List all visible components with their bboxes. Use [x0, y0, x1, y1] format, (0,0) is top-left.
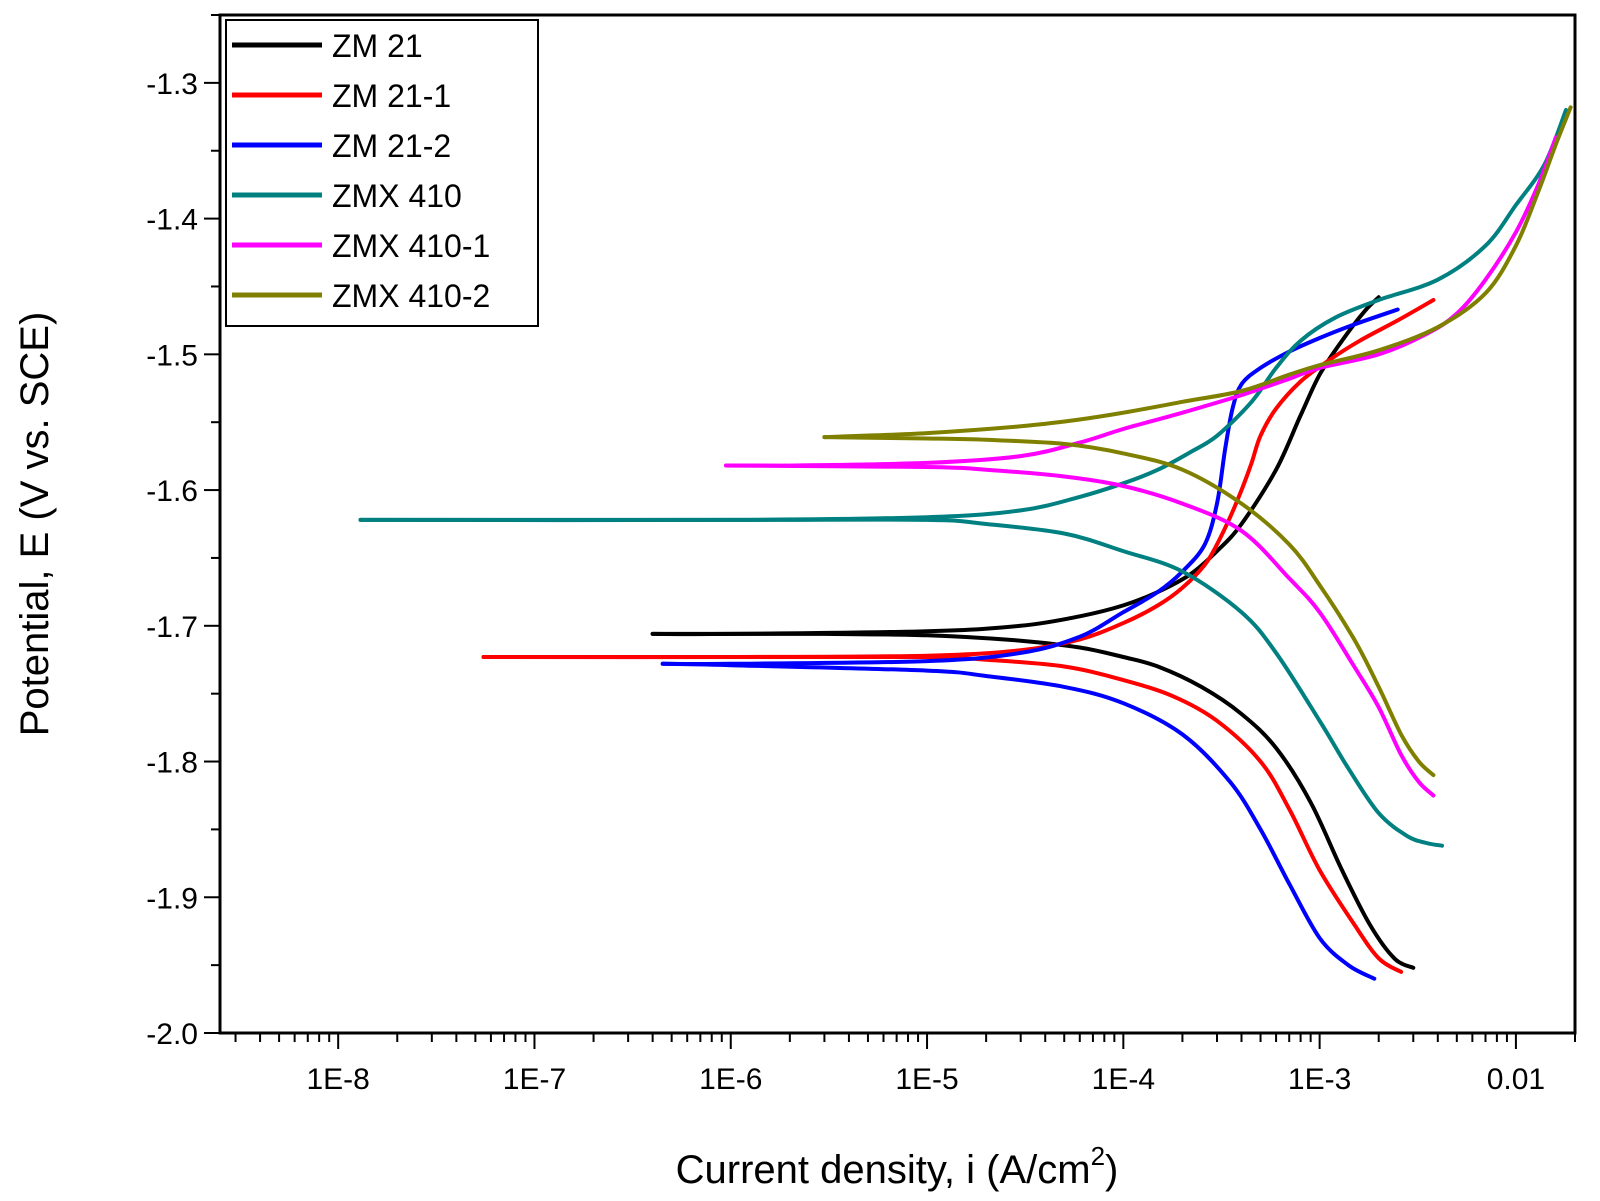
- y-tick-label: -1.4: [146, 204, 198, 237]
- legend-label: ZMX 410-1: [332, 228, 490, 264]
- series-zm-21-2-cathodic: [660, 661, 1377, 981]
- x-axis-title-end: ): [1105, 1148, 1118, 1192]
- series-zm-21-1-anodic: [481, 298, 1436, 660]
- x-axis-title: Current density, i (A/cm2): [676, 1141, 1119, 1192]
- x-tick-label: 1E-3: [1288, 1063, 1351, 1096]
- series-zm-21-2-anodic: [660, 307, 1400, 667]
- series-zmx-410-2-anodic: [822, 105, 1573, 440]
- y-axis-ticks: -1.3 -1.4 -1.5 -1.6 -1.7 -1.8 -1.9 -2.0: [146, 14, 220, 1051]
- y-axis-title: Potential, E (V vs. SCE): [13, 312, 57, 737]
- legend-label: ZMX 410: [332, 178, 462, 214]
- curves-group: [358, 105, 1573, 981]
- legend: ZM 21 ZM 21-1 ZM 21-2 ZMX 410 ZMX 410-1 ZMX 4…: [225, 19, 539, 327]
- x-tick-label: 1E-4: [1092, 1063, 1155, 1096]
- x-axis-title-sup: 2: [1091, 1141, 1105, 1171]
- y-tick-label: -1.5: [146, 339, 198, 372]
- y-tick-label: -1.9: [146, 882, 198, 915]
- legend-label: ZM 21: [332, 28, 423, 64]
- series-zmx-410-2-cathodic: [822, 435, 1436, 778]
- legend-label: ZMX 410-2: [332, 278, 490, 314]
- series-zmx-410-1-cathodic: [724, 463, 1436, 798]
- x-tick-label: 0.01: [1487, 1063, 1545, 1096]
- y-tick-label: -2.0: [146, 1018, 198, 1051]
- x-axis-title-main: Current density, i (A/cm: [676, 1148, 1091, 1192]
- legend-label: ZM 21-1: [332, 78, 451, 114]
- y-tick-label: -1.7: [146, 611, 198, 644]
- series-zm-21-1-cathodic: [481, 654, 1404, 974]
- series-zmx-410-anodic: [358, 108, 1568, 523]
- legend-box: [225, 19, 539, 327]
- x-tick-label: 1E-5: [895, 1063, 958, 1096]
- x-tick-label: 1E-6: [699, 1063, 762, 1096]
- y-tick-label: -1.8: [146, 747, 198, 780]
- y-tick-label: -1.3: [146, 68, 198, 101]
- series-zmx-410-1-anodic: [783, 135, 1558, 468]
- y-tick-label: -1.6: [146, 475, 198, 508]
- legend-label: ZM 21-2: [332, 128, 451, 164]
- x-axis-ticks: 1E-8 1E-7 1E-6 1E-5 1E-4 1E-3 0.01: [234, 1033, 1576, 1096]
- x-tick-label: 1E-7: [503, 1063, 566, 1096]
- x-tick-label: 1E-8: [306, 1063, 369, 1096]
